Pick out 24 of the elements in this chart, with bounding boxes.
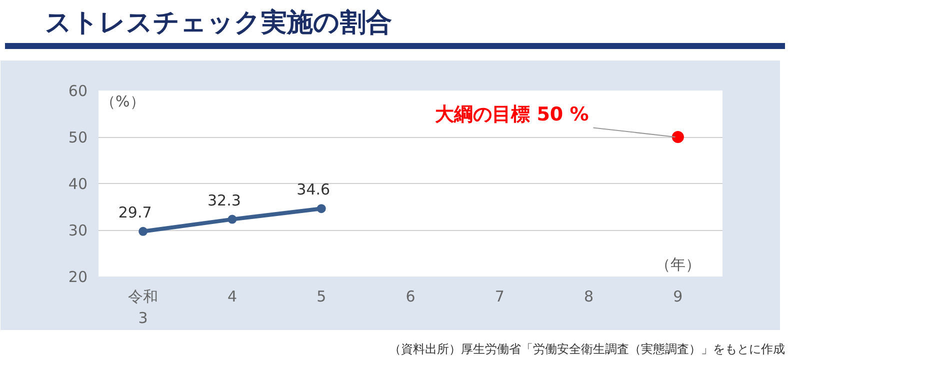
point xyxy=(138,226,148,236)
data-label: 29.7 xyxy=(118,203,152,222)
y-tick-label: 60 xyxy=(68,82,88,100)
x-axis-title: （年） xyxy=(655,256,700,274)
point xyxy=(672,131,684,143)
y-tick-label: 50 xyxy=(68,128,88,146)
data-label: 32.3 xyxy=(208,191,241,210)
point xyxy=(316,204,326,214)
x-tick-label: 4 xyxy=(227,288,237,306)
y-tick-label: 30 xyxy=(68,222,88,240)
y-tick-label: 20 xyxy=(68,268,88,286)
y-tick-label: 40 xyxy=(68,175,88,193)
y-axis-title: （%） xyxy=(100,92,145,110)
x-tick-label: 6 xyxy=(406,288,416,306)
chart-title: ストレスチェック実施の割合 xyxy=(45,7,392,40)
x-tick-label: 令和 3 xyxy=(128,288,158,328)
x-tick-label: 9 xyxy=(673,288,683,306)
text: （資料出所）厚生労働省「労働安全衛生調査（実態調査）」をもとに作成 xyxy=(389,341,785,358)
point xyxy=(228,214,237,224)
x-tick-label: 8 xyxy=(584,288,594,306)
annotation: 大綱の目標 50 % xyxy=(435,103,589,126)
x-tick-label: 7 xyxy=(494,288,504,306)
data-label: 34.6 xyxy=(296,180,330,199)
x-tick-label: 5 xyxy=(316,288,326,306)
